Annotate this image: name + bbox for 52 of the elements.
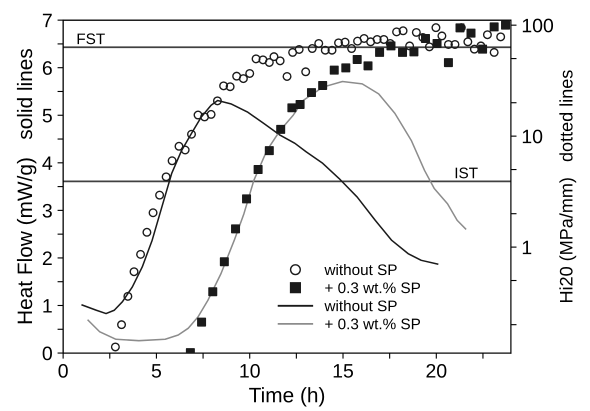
point [242, 194, 252, 204]
x-tick-label: 0 [58, 364, 68, 378]
y-tick-label: 3 [42, 204, 52, 218]
point [352, 54, 362, 64]
point [318, 80, 328, 90]
point [306, 88, 316, 98]
x-tick-label: 20 [426, 364, 446, 378]
legend-label: without SP [324, 300, 397, 312]
y-tick-label: 5 [42, 108, 52, 122]
y-tick-label: 6 [42, 61, 52, 75]
point [197, 318, 206, 327]
y-tick-label: 0 [42, 346, 52, 360]
point [208, 287, 218, 296]
point [287, 103, 296, 112]
point [409, 47, 418, 56]
point [375, 48, 384, 57]
point [432, 38, 442, 48]
point [420, 34, 430, 43]
point [364, 61, 373, 70]
x-axis-title: Time (h) [249, 387, 324, 407]
point [490, 22, 499, 32]
y-tick-label: 4 [42, 156, 52, 170]
point [341, 63, 350, 72]
x-tick-label: 5 [152, 364, 162, 378]
point [398, 48, 408, 57]
point [501, 20, 510, 30]
point [276, 124, 286, 134]
point [220, 257, 229, 266]
point [478, 44, 488, 54]
y2-tick-label: 10 [522, 130, 542, 144]
x-tick-label: 15 [334, 364, 354, 378]
x-tick-label: 10 [240, 364, 260, 378]
point [386, 41, 396, 50]
y2-tick-label: 1 [522, 240, 532, 254]
point [330, 66, 339, 75]
point [254, 165, 263, 174]
legend-label: without SP [324, 264, 397, 276]
point [296, 100, 305, 109]
point [466, 28, 476, 38]
y2-axis-title: Hi20 (MPa/mm) dotted lines [559, 70, 576, 302]
y-tick-label: 7 [42, 14, 52, 28]
ref-line-label: FST [78, 33, 105, 44]
point [264, 146, 274, 156]
y-tick-label: 1 [43, 299, 52, 313]
y-axis-title: Heat Flow (mW/g) solid lines [16, 49, 36, 324]
y-tick-label: 2 [42, 251, 52, 265]
legend-label: + 0.3 wt.% SP [325, 282, 420, 294]
ref-line-label: IST [456, 168, 478, 178]
legend-label: + 0.3 wt.% SP [325, 318, 420, 330]
point [444, 58, 453, 68]
point [231, 224, 240, 234]
y2-tick-label: 100 [522, 18, 554, 32]
